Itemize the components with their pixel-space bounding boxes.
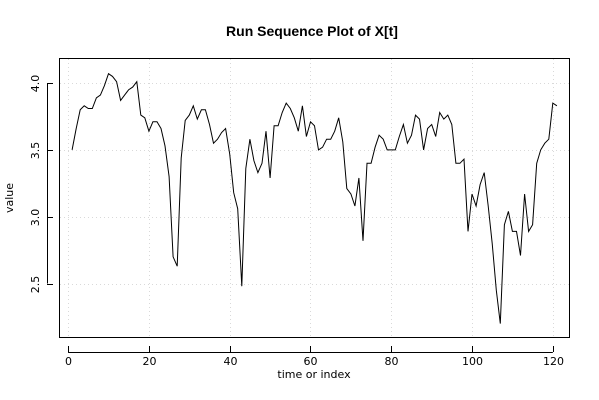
x-tick-label: 20 (143, 355, 157, 368)
x-tick-label: 60 (304, 355, 318, 368)
y-axis: 2.5 3.0 3.5 4.0 (29, 75, 53, 294)
chart-title: Run Sequence Plot of X[t] (226, 23, 398, 39)
y-tick-label: 3.0 (29, 209, 42, 227)
x-axis: 0 20 40 60 80 100 120 (65, 346, 564, 368)
x-axis-label: time or index (277, 368, 351, 381)
x-tick-label: 40 (224, 355, 238, 368)
x-tick-label: 0 (65, 355, 72, 368)
grid (60, 59, 569, 337)
y-tick-label: 3.5 (29, 142, 42, 160)
plot-frame (59, 58, 570, 338)
y-tick-label: 4.0 (29, 75, 42, 93)
series-layer (71, 72, 558, 324)
y-axis-label: value (3, 183, 16, 213)
series-line (71, 72, 558, 324)
x-tick-label: 100 (462, 355, 483, 368)
x-tick-label: 120 (543, 355, 564, 368)
x-tick-label: 80 (385, 355, 399, 368)
y-tick-label: 2.5 (29, 276, 42, 294)
